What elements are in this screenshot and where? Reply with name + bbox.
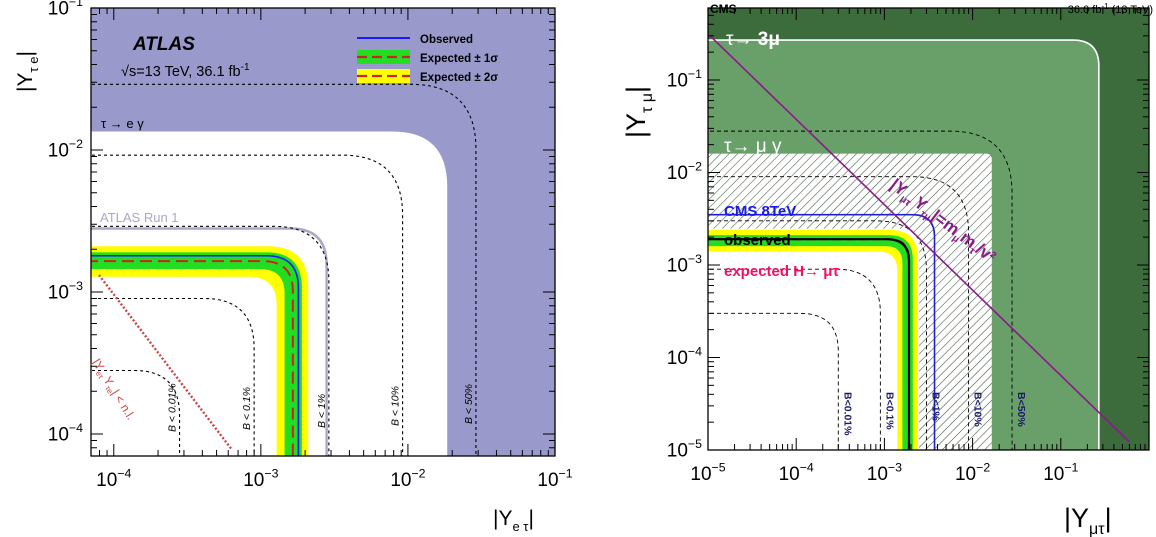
branching-contour-label: B<0.01%: [841, 392, 853, 436]
x-tick-label: 10−3: [243, 466, 278, 491]
cms-8tev-limit-line: [708, 213, 936, 450]
naturalness-label: |YeτYτe| < n.l.: [88, 356, 138, 423]
legend-swatch-1sigma: [357, 50, 410, 64]
branching-contour-label: B < 0.1%: [241, 387, 253, 430]
y-axis-title: |Yτ e|: [14, 51, 41, 92]
x-axis-title: |Yμτ|: [1064, 503, 1112, 537]
tau-e-gamma-excluded-region: [91, 8, 555, 456]
y-tick-label: 10−5: [667, 437, 702, 462]
lumi-label: 36.0 fb-1 (13 TeV): [1068, 2, 1153, 16]
branching-contour-label: B<50%: [1015, 392, 1027, 427]
naturalness-line: [98, 274, 234, 451]
branching-contour: [91, 83, 477, 456]
axis-ticks: 10−5 10−4 10−3 10−2 10−1 10−5 10−4 10−3 10−2 10−1: [667, 7, 1150, 485]
legend-label-1sigma: Expected ± 1σ: [420, 53, 498, 65]
legend-label-observed: Observed: [420, 34, 473, 46]
branching-ratio-contours: [91, 83, 477, 456]
expected-label: expected H→ μτ: [724, 263, 839, 280]
cms-8tev-label: CMS 8TeV: [724, 203, 796, 220]
tau-3mu-boundary: [708, 39, 1100, 450]
expected-1sigma-band: [91, 252, 302, 456]
y-tick-label: 10−2: [667, 160, 702, 185]
y-tick-label: 10−4: [48, 421, 83, 446]
y-tick-label: 10−1: [48, 0, 83, 20]
branching-ratio-labels: B<0.01% B<0.1% B<1% B<10% B<50%: [841, 392, 1027, 436]
observed-label: observed: [724, 232, 791, 249]
region-label-tau-mu-gamma: τ→ μ γ: [724, 136, 782, 157]
branching-contour-label: B < 1%: [316, 394, 328, 428]
y-tick-label: 10−2: [48, 137, 83, 162]
branching-contour-label: B<10%: [972, 392, 984, 427]
branching-contour-label: B < 0.01%: [167, 383, 179, 432]
legend-swatch-2sigma: [357, 69, 410, 83]
branching-contour-label: B<1%: [929, 392, 941, 422]
plot-frame: [90, 7, 556, 457]
x-tick-label: 10−4: [96, 466, 131, 491]
x-tick-label: 10−1: [1043, 460, 1078, 485]
y-axis-title: |Yτ μ|: [621, 86, 656, 138]
y-tick-label: 10−4: [667, 345, 702, 370]
x-tick-label: 10−5: [690, 460, 725, 485]
y-tick-label: 10−3: [667, 252, 702, 277]
region-label-tau-e-gamma: τ → e γ: [101, 116, 144, 131]
x-tick-label: 10−2: [955, 460, 990, 485]
branching-contour: [708, 176, 970, 450]
x-tick-label: 10−3: [867, 460, 902, 485]
branching-contour: [91, 297, 255, 456]
x-tick-label: 10−2: [390, 466, 425, 491]
y-tick-label: 10−1: [667, 67, 702, 92]
branching-contour: [708, 130, 1013, 450]
observed-limit-line: [91, 254, 300, 456]
naturalness-line: [709, 35, 1130, 443]
atlas-chart: 10−4 10−3 10−2 10−1 10−4 10−3 10−2 10−1 B < 0.0…: [14, 0, 573, 534]
energy-label: √s=13 TeV, 36.1 fb-1: [121, 62, 250, 80]
x-axis-title: |Ye τ|: [493, 507, 534, 534]
axis-ticks: 10−4 10−3 10−2 10−1 10−4 10−3 10−2 10−1: [48, 0, 573, 491]
legend: Observed Expected ± 1σ Expected ± 2σ: [357, 34, 498, 84]
legend-label-2sigma: Expected ± 2σ: [420, 72, 498, 84]
plot-frame: [707, 7, 1150, 451]
expected-2sigma-band: [91, 246, 309, 456]
expected-median-line: [91, 260, 294, 456]
allowed-region: [708, 228, 920, 450]
branching-ratio-labels: B < 0.01% B < 0.1% B < 1% B < 10% B < 50%: [167, 383, 475, 432]
observed-limit-line: [708, 238, 911, 450]
run1-label: ATLAS Run 1: [100, 210, 179, 225]
branching-contour: [708, 312, 839, 450]
y-tick-label: 10−3: [48, 279, 83, 304]
branching-contour: [91, 154, 404, 456]
expected-2sigma-band: [708, 229, 918, 450]
x-tick-label: 10−1: [537, 466, 572, 491]
branching-contour-label: B < 10%: [390, 386, 402, 426]
experiment-label: ATLAS: [132, 34, 195, 55]
region-label-tau-3mu: τ→ 3μ: [726, 29, 780, 50]
x-tick-label: 10−4: [779, 460, 814, 485]
cms-chart: 10−5 10−4 10−3 10−2 10−1 10−5 10−4 10−3 10−2 10−1…: [621, 2, 1153, 537]
branching-contour-label: B<0.1%: [883, 392, 895, 430]
branching-contour-label: B < 50%: [463, 384, 475, 424]
branching-contour: [708, 268, 881, 450]
experiment-label: CMS: [710, 2, 737, 16]
branching-contour: [91, 369, 181, 456]
